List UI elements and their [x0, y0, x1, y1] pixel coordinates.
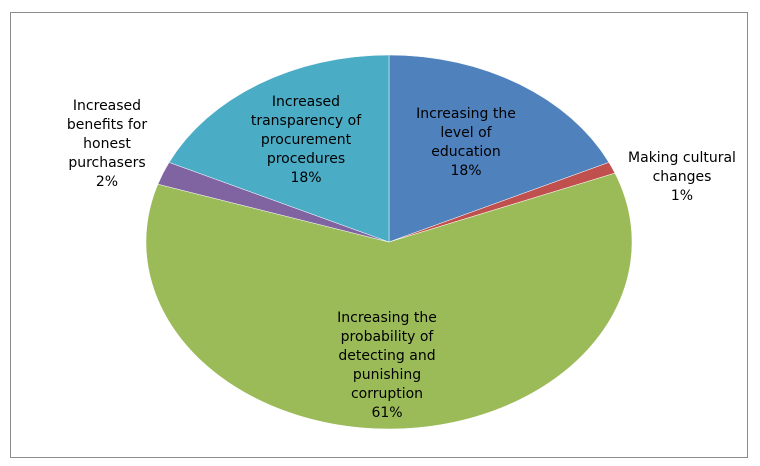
slice-label-line: purchasers [68, 155, 145, 171]
slice-value-label: 61% [371, 405, 402, 421]
slice-label-line: punishing [353, 367, 421, 383]
slice-label-line: education [431, 144, 500, 160]
slice-label-4: Increased benefits for honest purchasers 2% [67, 98, 148, 190]
pie-slice-5 [168, 54, 390, 243]
slice-label-5: Increased transparency of procurement proce… [251, 94, 362, 186]
slice-label-3: Increasing the probability of detecting an… [337, 310, 437, 421]
slice-label-line: probability of [341, 329, 435, 345]
slice-label-line: Making cultural [628, 150, 736, 166]
slice-label-2: Making cultural changes 1% [628, 150, 736, 204]
slice-label-line: benefits for [67, 117, 148, 133]
slice-label-line: detecting and [338, 348, 435, 364]
pie-labels: Increasing the level of education 18% Making… [67, 94, 736, 421]
slice-label-line: Increasing the [337, 310, 437, 326]
slice-label-line: honest [83, 136, 131, 152]
slice-value-label: 18% [450, 163, 481, 179]
pie-slice-1 [388, 54, 610, 243]
slice-label-line: transparency of [251, 113, 362, 129]
slice-value-label: 18% [290, 170, 321, 186]
pie-slice-3 [145, 172, 633, 430]
slice-label-line: Increasing the [416, 106, 516, 122]
slice-label-line: Increased [73, 98, 141, 114]
slice-label-line: changes [653, 169, 712, 185]
slice-label-line: corruption [351, 386, 423, 402]
slice-label-line: procedures [267, 151, 345, 167]
slice-value-label: 1% [671, 188, 693, 204]
slice-label-line: procurement [261, 132, 352, 148]
pie-slices [145, 54, 633, 430]
slice-value-label: 2% [96, 174, 118, 190]
slice-label-line: Increased [272, 94, 340, 110]
slice-label-1: Increasing the level of education 18% [416, 106, 516, 179]
slice-label-line: level of [440, 125, 492, 141]
